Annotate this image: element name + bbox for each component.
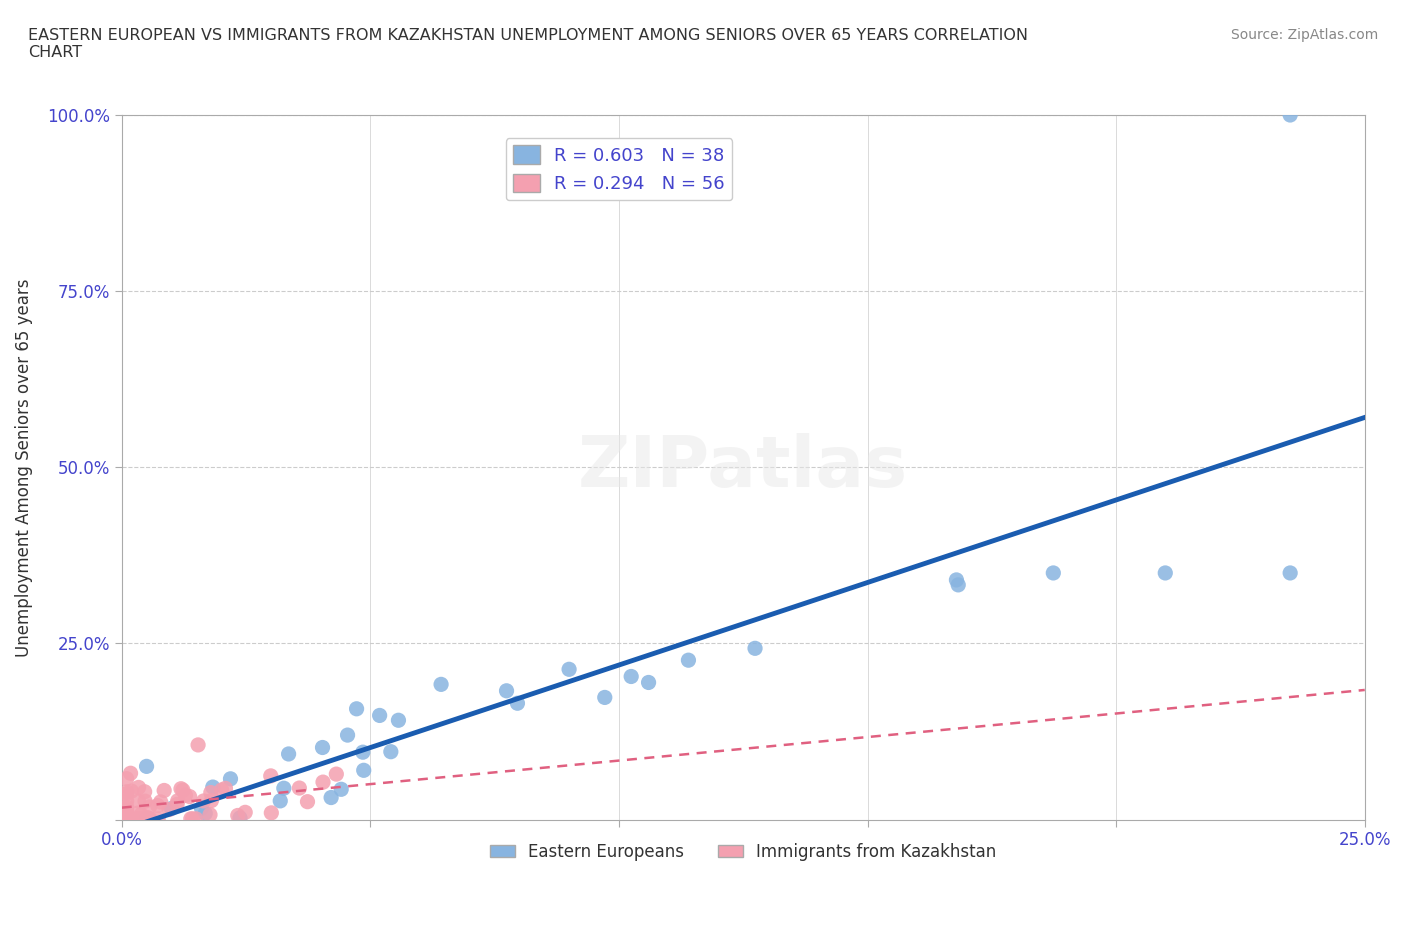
Point [233,804,256,819]
Point [146,798,169,813]
Point [200,793,222,808]
Point [201,779,224,794]
Point [127,793,149,808]
Point [277,747,299,762]
Point [194,806,217,821]
Point [229,810,252,825]
Point [117,811,139,826]
Point [198,807,221,822]
Point [269,793,291,808]
Point [179,790,201,804]
Point [353,763,375,777]
Point [138,811,160,826]
Point [129,807,152,822]
Point [214,781,236,796]
Point [127,805,149,820]
Point [312,775,335,790]
Point [273,781,295,796]
Point [115,793,138,808]
Point [128,811,150,826]
Point [200,785,222,800]
Point [115,800,138,815]
Point [139,811,162,826]
Point [166,793,188,808]
Point [352,745,374,760]
Point [558,662,581,677]
Point [678,653,700,668]
Point [153,783,176,798]
Point [637,675,659,690]
Point [134,784,156,799]
Point [744,641,766,656]
Point [193,793,215,808]
Point [134,793,156,808]
Point [297,794,319,809]
Point [1154,565,1177,580]
Point [219,771,242,786]
Point [128,811,150,826]
Point [321,790,343,805]
Point [172,783,194,798]
Point [260,768,283,783]
Point [620,669,643,684]
Point [288,780,311,795]
Point [132,811,155,826]
Point [226,808,249,823]
Point [506,696,529,711]
Point [1042,565,1064,580]
Point [136,811,159,826]
Point [368,708,391,723]
Point [325,766,347,781]
Point [346,701,368,716]
Point [125,811,148,826]
Point [1279,565,1302,580]
Point [190,801,212,816]
Point [138,800,160,815]
Point [120,765,142,780]
Point [330,782,353,797]
Point [115,811,138,826]
Point [184,811,207,826]
Point [1279,108,1302,123]
Point [149,794,172,809]
Point [387,712,409,727]
Text: Source: ZipAtlas.com: Source: ZipAtlas.com [1230,28,1378,42]
Point [128,780,150,795]
Point [157,803,180,817]
Point [593,690,616,705]
Point [945,573,967,588]
Point [115,786,138,801]
Text: ZIPatlas: ZIPatlas [578,432,908,502]
Point [160,801,183,816]
Point [311,740,333,755]
Point [135,759,157,774]
Point [135,811,157,826]
Point [121,784,143,799]
Point [115,771,138,786]
Point [181,811,204,826]
Point [260,805,283,820]
Point [115,802,138,817]
Point [430,677,453,692]
Point [336,727,359,742]
Point [174,788,197,803]
Point [948,578,970,592]
Text: EASTERN EUROPEAN VS IMMIGRANTS FROM KAZAKHSTAN UNEMPLOYMENT AMONG SENIORS OVER 6: EASTERN EUROPEAN VS IMMIGRANTS FROM KAZA… [28,28,1028,60]
Point [495,684,517,698]
Point [166,797,188,812]
Point [136,811,159,826]
Point [128,811,150,826]
Point [148,811,170,826]
Point [115,806,138,821]
Y-axis label: Unemployment Among Seniors over 65 years: Unemployment Among Seniors over 65 years [15,278,32,657]
Point [170,781,193,796]
Point [115,784,138,799]
Point [180,811,202,826]
Point [211,782,233,797]
Point [136,810,159,825]
Point [115,811,138,826]
Point [187,737,209,752]
Legend: Eastern Europeans, Immigrants from Kazakhstan: Eastern Europeans, Immigrants from Kazak… [484,836,1002,868]
Point [380,744,402,759]
